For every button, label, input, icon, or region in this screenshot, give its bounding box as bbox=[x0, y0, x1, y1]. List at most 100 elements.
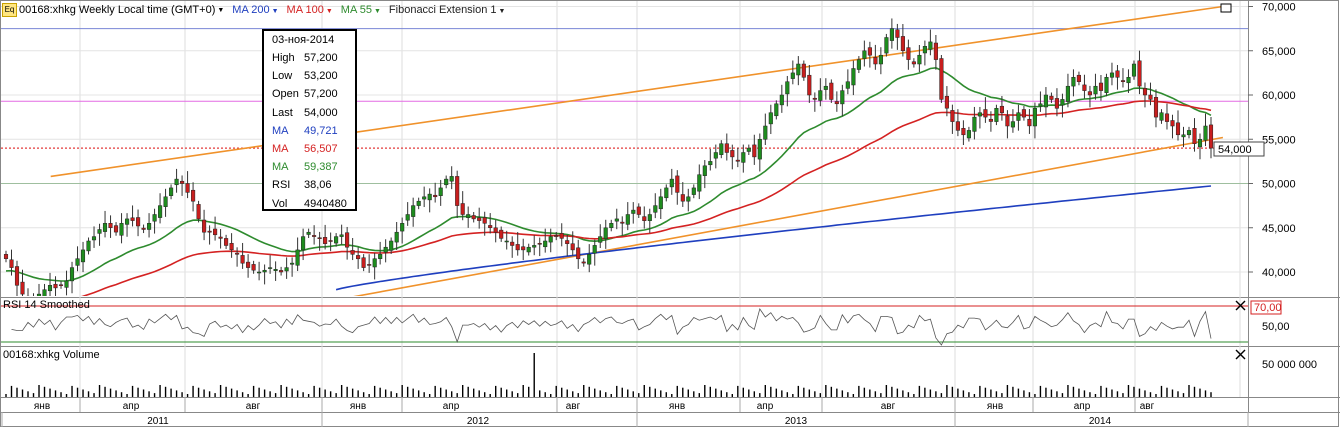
candle-body bbox=[581, 261, 586, 264]
candle-body bbox=[394, 231, 399, 243]
candle-body bbox=[856, 59, 861, 70]
candle-body bbox=[1137, 60, 1142, 87]
candle-body bbox=[240, 255, 245, 264]
candle-body bbox=[1038, 103, 1043, 107]
candle-body bbox=[1098, 82, 1104, 91]
candle-body bbox=[207, 230, 212, 233]
chevron-down-icon[interactable]: ▼ bbox=[373, 8, 381, 15]
candle-body bbox=[592, 245, 597, 254]
candle-body bbox=[444, 178, 449, 186]
candle-body bbox=[939, 58, 944, 100]
price-tick-label: 65,000 bbox=[1262, 46, 1296, 58]
candle-body bbox=[301, 236, 306, 251]
maximize-icon[interactable] bbox=[1220, 3, 1232, 13]
candle-body bbox=[1060, 99, 1065, 106]
chevron-down-icon[interactable]: ▼ bbox=[271, 8, 279, 15]
volume-close-button[interactable] bbox=[1235, 349, 1246, 360]
candle-body bbox=[1153, 97, 1159, 118]
instrument-icon[interactable]: Eq bbox=[2, 3, 17, 17]
candle-body bbox=[928, 41, 933, 50]
tooltip-rows: High 57,200 Low 53,200 Open 57,200 Last 54,000 M… bbox=[264, 49, 355, 213]
candle-body bbox=[460, 203, 465, 215]
price-tick-label: 45,000 bbox=[1262, 223, 1296, 235]
tooltip-row-value: 57,200 bbox=[304, 88, 338, 101]
candle-body bbox=[69, 267, 75, 282]
candle-body bbox=[570, 243, 575, 251]
candle-body bbox=[1005, 115, 1010, 127]
candle-body bbox=[405, 214, 410, 221]
candle-body bbox=[664, 187, 669, 199]
candle-body bbox=[1208, 124, 1214, 149]
month-label: апр bbox=[1074, 401, 1091, 412]
candle-body bbox=[323, 237, 328, 244]
candle-body bbox=[455, 176, 460, 206]
chevron-down-icon[interactable]: ▼ bbox=[217, 6, 225, 14]
candle-body bbox=[834, 101, 839, 105]
candle-body bbox=[361, 257, 366, 268]
candle-body bbox=[449, 176, 454, 182]
candle-body bbox=[1170, 120, 1175, 127]
rsi-line bbox=[11, 307, 1212, 346]
candle-body bbox=[515, 244, 520, 251]
candle-body bbox=[774, 103, 779, 117]
candle-body bbox=[1049, 95, 1054, 100]
month-label: апр bbox=[757, 401, 774, 412]
candle-body bbox=[1043, 94, 1048, 108]
symbol-label[interactable]: 00168:xhkg Weekly Local time (GMT+0) bbox=[19, 4, 216, 16]
candle-body bbox=[944, 95, 949, 109]
data-tooltip: 03-ноя-2014 High 57,200 Low 53,200 Open 57,20… bbox=[262, 29, 357, 211]
indicator-2[interactable]: MA 55 ▼ bbox=[340, 4, 381, 16]
candle-body bbox=[130, 217, 135, 221]
rsi-close-button[interactable] bbox=[1235, 300, 1246, 311]
candle-body bbox=[548, 236, 553, 243]
chevron-down-icon[interactable]: ▼ bbox=[325, 8, 333, 15]
candle-body bbox=[642, 216, 647, 221]
indicator-0[interactable]: MA 200 ▼ bbox=[232, 4, 279, 16]
candle-body bbox=[1071, 77, 1076, 87]
candle-body bbox=[966, 130, 971, 139]
candle-body bbox=[977, 112, 982, 117]
candle-body bbox=[334, 236, 339, 244]
candle-body bbox=[807, 74, 812, 96]
candle-body bbox=[80, 249, 86, 263]
candle-body bbox=[1164, 113, 1170, 122]
year-label: 2014 bbox=[1089, 416, 1112, 427]
candle-body bbox=[603, 227, 608, 240]
indicator-3[interactable]: Fibonacci Extension 1 ▼ bbox=[388, 4, 506, 16]
chevron-down-icon[interactable]: ▼ bbox=[498, 8, 506, 15]
year-label: 2011 bbox=[147, 416, 169, 427]
candle-body bbox=[169, 187, 174, 196]
candle-body bbox=[587, 254, 592, 265]
candle-body bbox=[235, 252, 240, 255]
candle-body bbox=[697, 174, 702, 192]
fibonacci-line bbox=[50, 5, 1224, 178]
candle-body bbox=[631, 209, 636, 214]
candle-body bbox=[466, 214, 471, 218]
candle-body bbox=[845, 81, 850, 89]
candle-body bbox=[1181, 134, 1186, 138]
candle-body bbox=[719, 143, 724, 155]
candle-body bbox=[433, 194, 438, 198]
month-label: авг bbox=[246, 401, 261, 412]
candle-body bbox=[801, 63, 806, 78]
candle-body bbox=[818, 90, 823, 101]
candle-body bbox=[102, 223, 108, 232]
candle-body bbox=[389, 240, 394, 251]
candle-body bbox=[493, 227, 498, 233]
month-label: янв bbox=[34, 401, 50, 412]
candle-body bbox=[900, 36, 905, 51]
candle-body bbox=[367, 264, 372, 266]
candle-body bbox=[295, 249, 300, 266]
candle-body bbox=[1203, 125, 1208, 141]
candle-body bbox=[202, 219, 207, 233]
volume-panel-title: 00168:xhkg Volume bbox=[3, 349, 100, 361]
candle-body bbox=[75, 258, 80, 266]
candlesticks bbox=[3, 18, 1214, 296]
candle-body bbox=[785, 81, 790, 95]
candle-body bbox=[559, 233, 564, 239]
indicator-1[interactable]: MA 100 ▼ bbox=[286, 4, 333, 16]
candle-body bbox=[312, 235, 317, 237]
tooltip-row-label: High bbox=[272, 52, 295, 65]
candle-body bbox=[262, 269, 267, 273]
